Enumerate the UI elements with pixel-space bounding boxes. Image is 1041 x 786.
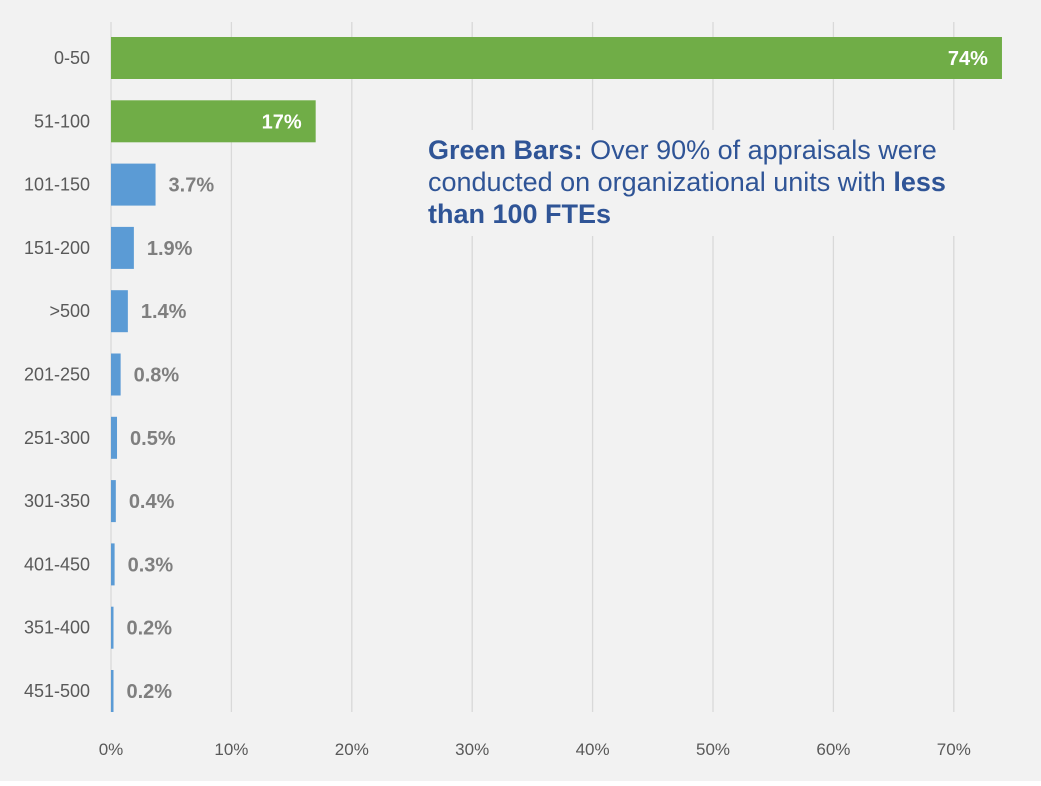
x-tick-label: 10% <box>214 740 248 759</box>
category-label: 251-300 <box>24 428 90 448</box>
data-label: 0.2% <box>127 681 173 703</box>
labels: 0% 10% 20% 30% 40% 50% 60% 70% 0-50 74% 51-100 17% 1… <box>24 48 988 759</box>
data-label: 0.8% <box>134 365 180 387</box>
category-label: 151-200 <box>24 238 90 258</box>
bar <box>111 543 115 586</box>
bar <box>111 100 316 143</box>
x-tick-label: 50% <box>696 740 730 759</box>
x-tick-label: 0% <box>99 740 124 759</box>
category-label: 401-450 <box>24 554 90 574</box>
data-label: 0.3% <box>128 554 174 576</box>
category-label: 351-400 <box>24 618 90 638</box>
x-tick-label: 60% <box>816 740 850 759</box>
data-label: 0.5% <box>130 428 176 450</box>
annotation-bold-tail: less than 100 FTEs <box>428 167 946 229</box>
bars <box>111 37 1002 712</box>
data-label: 0.4% <box>129 491 175 513</box>
bar <box>111 416 118 459</box>
data-label: 0.2% <box>127 618 173 640</box>
bar <box>111 163 156 206</box>
data-label: 1.9% <box>147 238 193 260</box>
x-tick-label: 20% <box>335 740 369 759</box>
annotation-text: Over 90% of appraisals were conducted on… <box>428 135 937 197</box>
annotation-bold-lead: Green Bars: <box>428 135 583 165</box>
category-label: 101-150 <box>24 175 90 195</box>
data-label: 74% <box>948 48 988 70</box>
bar <box>111 670 114 712</box>
bar <box>111 480 116 523</box>
chart-annotation: Green Bars: Over 90% of appraisals were … <box>414 130 956 236</box>
x-tick-label: 30% <box>455 740 489 759</box>
category-label: 451-500 <box>24 681 90 701</box>
bar <box>111 226 134 269</box>
bar <box>111 353 121 396</box>
category-label: 0-50 <box>54 48 90 68</box>
category-label: 301-350 <box>24 491 90 511</box>
x-tick-label: 70% <box>937 740 971 759</box>
data-label: 1.4% <box>141 301 187 323</box>
category-label: 51-100 <box>34 111 90 131</box>
x-tick-label: 40% <box>576 740 610 759</box>
bar <box>111 290 128 333</box>
data-label: 17% <box>262 111 302 133</box>
bar <box>111 37 1002 79</box>
category-label: 201-250 <box>24 365 90 385</box>
category-label: >500 <box>49 301 90 321</box>
bar <box>111 606 114 649</box>
data-label: 3.7% <box>169 175 215 197</box>
